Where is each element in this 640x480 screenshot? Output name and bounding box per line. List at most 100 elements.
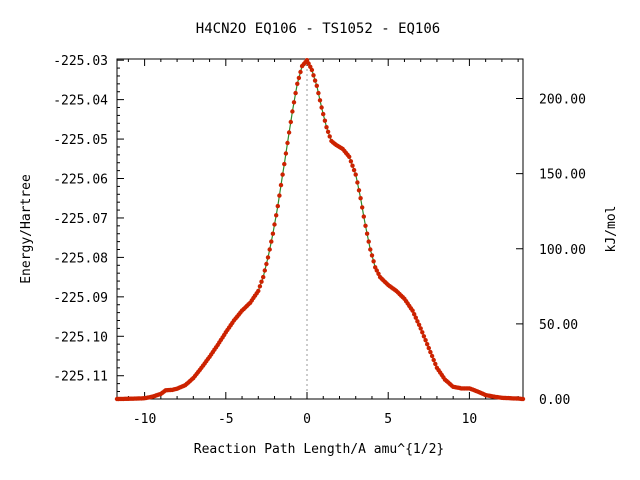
data-point: [270, 231, 276, 236]
data-point: [290, 109, 295, 114]
data-point: [304, 58, 310, 63]
data-point: [418, 326, 423, 331]
y2-tick-label: 150.00: [539, 168, 586, 183]
data-point: [282, 161, 287, 167]
x-tick-label: 5: [384, 412, 392, 427]
data-point: [364, 231, 370, 236]
y2-axis-label: kJ/mol: [604, 206, 619, 253]
plot-frame: [116, 58, 524, 400]
y-tick-label: -225.11: [53, 370, 108, 385]
y-tick-label: -225.06: [53, 173, 108, 188]
data-point: [321, 111, 326, 117]
x-tick-label: -5: [218, 412, 234, 427]
data-point: [319, 105, 324, 110]
y-tick-label: -225.07: [53, 212, 108, 227]
plot-area: -10 -5 0 5 10 -225.03 -225.04 -225.05 -225.06 -22…: [53, 54, 586, 427]
data-point: [415, 319, 420, 324]
data-point: [413, 315, 418, 320]
data-point: [298, 69, 303, 75]
data-point: [274, 213, 279, 218]
x-axis-label: Reaction Path Length/A amu^{1/2}: [194, 442, 444, 457]
data-point: [283, 151, 289, 156]
data-point: [286, 130, 292, 135]
data-point: [369, 253, 375, 258]
data-point: [353, 172, 358, 177]
data-point: [272, 222, 277, 227]
data-point: [262, 268, 267, 273]
data-point: [267, 247, 272, 252]
data-point: [351, 167, 357, 173]
data-point: [309, 67, 315, 73]
data-point: [360, 205, 365, 210]
y-tick-label: -225.04: [53, 94, 108, 109]
data-point: [277, 193, 282, 198]
data-point: [312, 78, 318, 83]
y2-tick-label: 100.00: [539, 243, 586, 258]
data-point: [264, 261, 269, 267]
x-tick-label: 0: [303, 412, 311, 427]
data-point: [322, 118, 328, 123]
y2-tick-label: 50.00: [539, 318, 578, 333]
data-point: [423, 338, 428, 343]
data-point: [425, 342, 430, 347]
data-point: [428, 349, 433, 355]
data-point: [356, 188, 362, 193]
data-point: [327, 134, 332, 139]
y-tick-label: -225.05: [53, 133, 108, 148]
data-point: [306, 61, 311, 66]
data-point: [311, 73, 316, 78]
data-point: [325, 129, 331, 134]
data-point: [374, 268, 379, 273]
y-axis-label: Energy/Hartree: [19, 174, 34, 284]
data-point: [421, 334, 427, 339]
data-point: [376, 271, 381, 276]
x-tick-label: 10: [462, 412, 478, 427]
data-point: [361, 214, 366, 219]
data-point: [280, 172, 285, 177]
series-line: [117, 59, 524, 400]
data-point: [368, 247, 373, 252]
data-point: [295, 81, 300, 87]
data-point: [293, 90, 298, 96]
data-point: [259, 279, 264, 284]
data-point: [278, 182, 284, 188]
data-point: [355, 180, 360, 185]
data-point: [285, 140, 290, 146]
y-tick-label: -225.09: [53, 291, 108, 306]
data-point: [296, 75, 302, 81]
x-tick-label: -10: [133, 412, 156, 427]
data-point: [416, 322, 422, 327]
data-point: [431, 357, 436, 363]
y-tick-label: -225.03: [53, 54, 108, 69]
data-point: [324, 125, 329, 130]
data-point: [288, 119, 293, 125]
data-point: [366, 239, 371, 244]
data-point: [261, 274, 266, 280]
data-point: [257, 284, 263, 289]
data-point: [269, 239, 274, 244]
data-point: [433, 361, 438, 367]
data-point: [314, 83, 319, 89]
data-point: [350, 163, 355, 168]
y-tick-label: -225.08: [53, 251, 108, 266]
data-point: [412, 312, 417, 317]
data-point: [291, 100, 297, 105]
data-point: [371, 259, 376, 264]
data-point: [420, 330, 425, 335]
data-point: [348, 159, 354, 164]
data-point: [363, 223, 368, 228]
chart-title: H4CN2O EQ106 - TS1052 - EQ106: [196, 21, 440, 37]
data-point: [410, 308, 415, 313]
data-point: [358, 196, 363, 201]
data-point: [265, 255, 271, 260]
y2-tick-label: 0.00: [539, 393, 570, 408]
y2-tick-label: 200.00: [539, 93, 586, 108]
data-point: [347, 154, 352, 159]
data-point: [316, 90, 321, 96]
data-point: [520, 396, 526, 402]
data-point: [429, 353, 435, 359]
data-point: [275, 203, 280, 209]
data-point: [256, 288, 261, 294]
data-point: [426, 345, 431, 351]
